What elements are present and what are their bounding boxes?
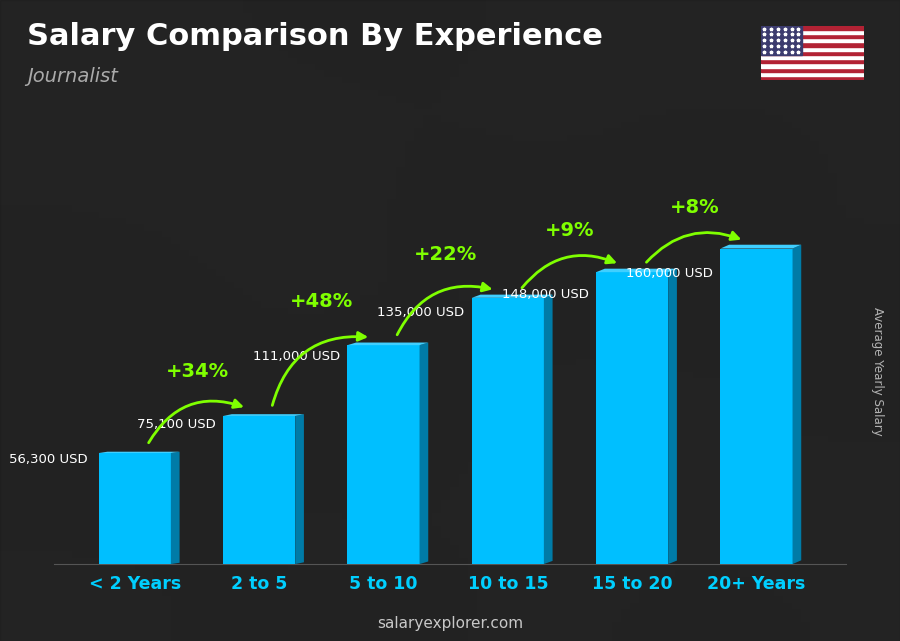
Bar bbox=[760, 47, 864, 51]
Bar bbox=[760, 55, 864, 59]
Polygon shape bbox=[171, 452, 180, 564]
Bar bbox=[760, 59, 864, 63]
Text: 160,000 USD: 160,000 USD bbox=[626, 267, 713, 280]
Polygon shape bbox=[295, 414, 304, 564]
Bar bbox=[760, 67, 864, 72]
Text: 111,000 USD: 111,000 USD bbox=[253, 350, 340, 363]
Polygon shape bbox=[472, 295, 553, 298]
FancyArrowPatch shape bbox=[148, 400, 241, 443]
Bar bbox=[760, 38, 864, 42]
Text: Average Yearly Salary: Average Yearly Salary bbox=[871, 308, 884, 436]
FancyArrowPatch shape bbox=[397, 283, 490, 335]
Text: 135,000 USD: 135,000 USD bbox=[377, 306, 464, 319]
Polygon shape bbox=[419, 342, 428, 564]
Bar bbox=[760, 72, 864, 76]
Polygon shape bbox=[793, 245, 801, 564]
Text: Salary Comparison By Experience: Salary Comparison By Experience bbox=[27, 22, 603, 51]
Text: +34%: +34% bbox=[166, 362, 229, 381]
Polygon shape bbox=[99, 452, 180, 453]
Text: 148,000 USD: 148,000 USD bbox=[502, 288, 589, 301]
Text: +8%: +8% bbox=[670, 199, 719, 217]
Bar bbox=[472, 298, 544, 564]
FancyArrowPatch shape bbox=[522, 256, 615, 288]
Polygon shape bbox=[347, 342, 428, 345]
Bar bbox=[760, 63, 864, 67]
Bar bbox=[760, 30, 864, 34]
Text: 56,300 USD: 56,300 USD bbox=[9, 453, 87, 467]
Bar bbox=[760, 34, 864, 38]
Polygon shape bbox=[223, 414, 304, 416]
Bar bbox=[760, 76, 864, 80]
Polygon shape bbox=[720, 245, 801, 249]
Text: salaryexplorer.com: salaryexplorer.com bbox=[377, 617, 523, 631]
Text: +9%: +9% bbox=[545, 221, 595, 240]
Bar bbox=[99, 453, 171, 564]
Text: Journalist: Journalist bbox=[27, 67, 118, 87]
Bar bbox=[760, 26, 802, 55]
Bar bbox=[760, 51, 864, 55]
Polygon shape bbox=[668, 269, 677, 564]
Text: +48%: +48% bbox=[290, 292, 353, 311]
Polygon shape bbox=[596, 269, 677, 272]
Polygon shape bbox=[544, 295, 553, 564]
Bar bbox=[720, 249, 793, 564]
Bar bbox=[760, 42, 864, 47]
Bar bbox=[760, 26, 864, 30]
Text: +22%: +22% bbox=[414, 246, 477, 264]
Text: 75,100 USD: 75,100 USD bbox=[137, 418, 216, 431]
Bar bbox=[223, 416, 295, 564]
FancyArrowPatch shape bbox=[646, 232, 739, 262]
Bar bbox=[596, 272, 668, 564]
Bar bbox=[347, 345, 419, 564]
FancyArrowPatch shape bbox=[273, 333, 365, 405]
